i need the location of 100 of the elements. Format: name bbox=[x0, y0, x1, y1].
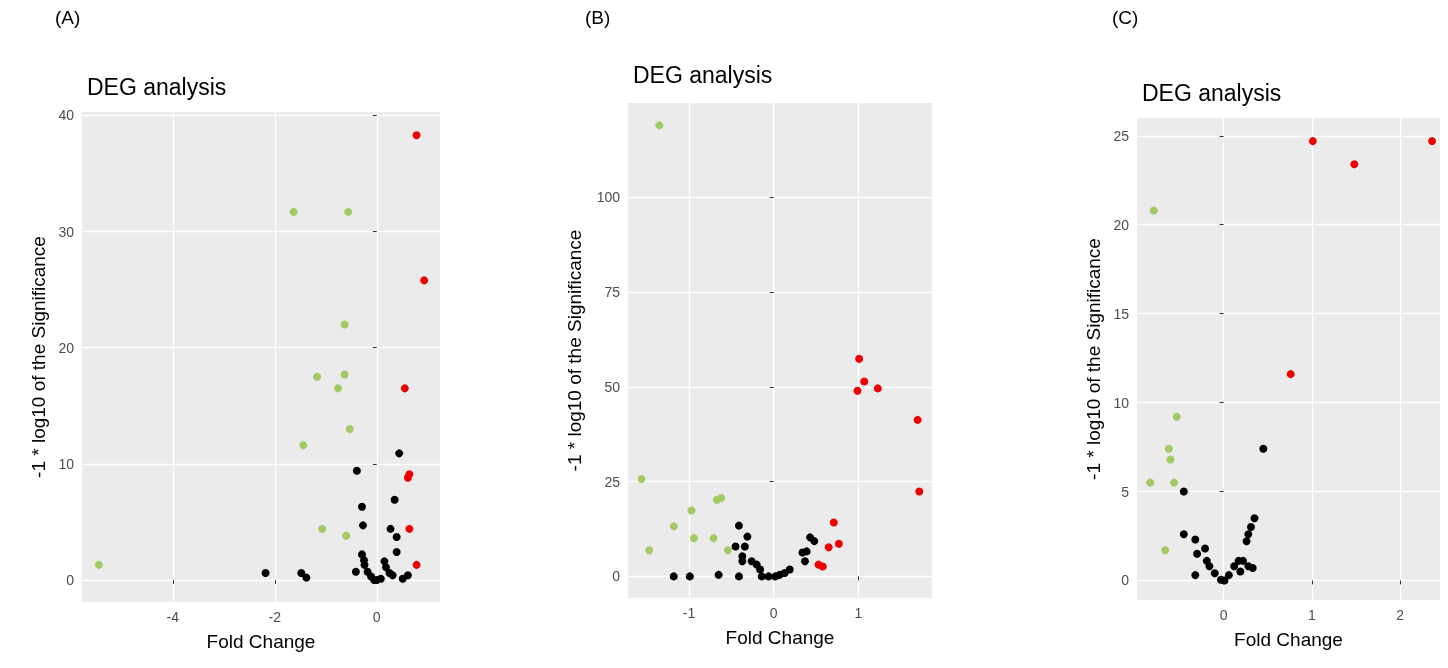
point bbox=[785, 565, 794, 574]
point bbox=[334, 384, 343, 393]
point bbox=[313, 372, 322, 381]
point bbox=[342, 531, 351, 540]
point bbox=[818, 562, 827, 571]
point bbox=[261, 568, 270, 577]
point bbox=[1244, 530, 1253, 539]
point bbox=[913, 415, 922, 424]
point bbox=[420, 276, 429, 285]
y-tick-label: 0 bbox=[612, 568, 621, 585]
point bbox=[405, 524, 414, 533]
point bbox=[1161, 546, 1170, 555]
point bbox=[1236, 567, 1245, 576]
point bbox=[764, 572, 773, 581]
x-tick-label: 0 bbox=[372, 609, 381, 625]
point bbox=[1166, 455, 1175, 464]
y-axis-title: -1 * log10 of the Significance bbox=[1082, 238, 1104, 480]
point bbox=[400, 384, 409, 393]
x-tick-label: -4 bbox=[166, 609, 180, 625]
chart-title: DEG analysis bbox=[633, 61, 773, 88]
y-tick-label: 25 bbox=[604, 473, 621, 490]
y-tick-label: 5 bbox=[1121, 483, 1130, 500]
x-tick-label: 1 bbox=[854, 605, 863, 621]
x-tick-label: 1 bbox=[1308, 607, 1317, 623]
chart-title: DEG analysis bbox=[1142, 79, 1282, 106]
y-tick-label: 50 bbox=[604, 378, 621, 395]
point bbox=[1428, 137, 1437, 146]
chart-title: DEG analysis bbox=[87, 73, 227, 100]
y-axis-title: -1 * log10 of the Significance bbox=[27, 236, 49, 478]
point bbox=[1286, 370, 1295, 379]
point bbox=[1230, 562, 1239, 571]
point bbox=[94, 560, 103, 569]
point bbox=[357, 550, 366, 559]
point bbox=[637, 474, 646, 483]
point bbox=[299, 441, 308, 450]
point bbox=[289, 207, 298, 216]
point bbox=[855, 354, 864, 363]
point bbox=[344, 207, 353, 216]
point bbox=[302, 573, 311, 582]
y-tick-label: 10 bbox=[1113, 394, 1130, 411]
point bbox=[810, 537, 819, 546]
point bbox=[734, 521, 743, 530]
point bbox=[357, 502, 366, 511]
point bbox=[1224, 571, 1233, 580]
point bbox=[1246, 523, 1255, 532]
point bbox=[340, 370, 349, 379]
y-tick-label: 20 bbox=[1113, 216, 1130, 233]
point bbox=[1220, 576, 1229, 585]
point bbox=[1170, 478, 1179, 487]
point bbox=[376, 574, 385, 583]
point bbox=[403, 571, 412, 580]
point bbox=[873, 384, 882, 393]
point bbox=[1191, 571, 1200, 580]
point bbox=[381, 563, 390, 572]
point bbox=[714, 570, 723, 579]
y-tick-label: 25 bbox=[1113, 127, 1130, 144]
x-tick-label: 0 bbox=[769, 605, 778, 621]
text: (B) bbox=[585, 7, 611, 28]
point bbox=[800, 557, 809, 566]
point bbox=[1179, 530, 1188, 539]
y-tick-label: 30 bbox=[58, 223, 75, 240]
point bbox=[717, 493, 726, 502]
point bbox=[740, 542, 749, 551]
x-axis-title: Fold Change bbox=[1234, 629, 1343, 650]
point bbox=[731, 542, 740, 551]
point bbox=[802, 547, 811, 556]
point bbox=[645, 546, 654, 555]
point bbox=[1201, 544, 1210, 553]
point bbox=[1149, 206, 1158, 215]
point bbox=[340, 320, 349, 329]
point bbox=[915, 487, 924, 496]
point bbox=[1259, 444, 1268, 453]
point bbox=[1250, 514, 1259, 523]
point bbox=[757, 572, 766, 581]
y-tick-label: 40 bbox=[58, 107, 75, 124]
point bbox=[743, 532, 752, 541]
point bbox=[352, 466, 361, 475]
point bbox=[392, 548, 401, 557]
y-tick-label: 15 bbox=[1113, 305, 1130, 322]
point bbox=[690, 534, 699, 543]
y-tick-label: 20 bbox=[58, 339, 75, 356]
y-tick-label: 10 bbox=[58, 455, 75, 472]
point bbox=[860, 377, 869, 386]
point bbox=[709, 534, 718, 543]
point bbox=[829, 518, 838, 527]
point bbox=[853, 386, 862, 395]
x-tick-label: 2 bbox=[1396, 607, 1405, 623]
text: (A) bbox=[55, 7, 81, 28]
point bbox=[1210, 569, 1219, 578]
point bbox=[1164, 444, 1173, 453]
x-tick-label: -2 bbox=[268, 609, 282, 625]
point bbox=[1350, 160, 1359, 169]
point bbox=[738, 557, 747, 566]
point bbox=[1242, 537, 1251, 546]
point bbox=[723, 546, 732, 555]
point bbox=[390, 495, 399, 504]
point bbox=[669, 572, 678, 581]
point bbox=[392, 532, 401, 541]
y-tick-label: 75 bbox=[604, 284, 621, 301]
point bbox=[687, 506, 696, 515]
